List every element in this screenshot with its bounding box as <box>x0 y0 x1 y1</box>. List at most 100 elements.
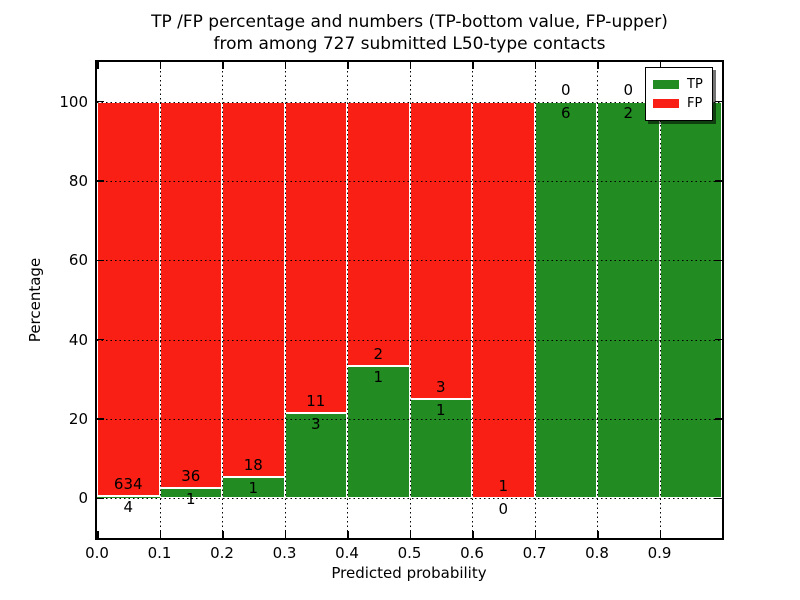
tick-mark <box>715 497 722 500</box>
tick-mark <box>472 62 474 69</box>
fp-count-label: 0 <box>623 80 634 99</box>
x-tick-label: 0.0 <box>85 544 109 562</box>
tick-mark <box>97 531 99 538</box>
tp-count-label: 1 <box>373 368 384 387</box>
tick-mark <box>97 497 104 500</box>
tick-mark <box>534 531 536 538</box>
fp-count-label: 36 <box>181 466 201 485</box>
tp-count-label: 3 <box>310 415 321 434</box>
x-tick-label: 0.6 <box>460 544 484 562</box>
y-tick-label: 60 <box>68 251 88 270</box>
fp-count-label: 0 <box>560 80 571 99</box>
tick-mark <box>159 62 161 69</box>
tick-mark <box>409 62 411 69</box>
tick-mark <box>159 531 161 538</box>
bar-segment-tp <box>97 495 160 499</box>
gridline-horizontal <box>97 339 722 341</box>
bar-segment-fp <box>284 101 347 414</box>
gridline-vertical <box>222 62 223 538</box>
tick-mark <box>597 62 599 69</box>
tick-mark <box>534 62 536 69</box>
gridline-vertical <box>534 62 536 538</box>
bar-segment-fp <box>97 101 160 496</box>
tick-mark <box>97 62 99 69</box>
bar-segment-tp <box>409 399 472 499</box>
tick-mark <box>222 62 224 69</box>
bar-segment-tp <box>534 101 597 499</box>
tp-count-label: 4 <box>123 497 134 516</box>
gridline-vertical <box>347 62 348 538</box>
tick-mark <box>715 259 722 262</box>
x-tick-label: 0.3 <box>272 544 297 562</box>
chart-title: TP /FP percentage and numbers (TP-bottom… <box>97 11 722 55</box>
x-tick-label: 0.1 <box>147 544 172 562</box>
chart-title-line1: TP /FP percentage and numbers (TP-bottom… <box>151 12 668 32</box>
x-axis-label: Predicted probability <box>331 564 487 582</box>
gridline-horizontal <box>97 260 722 262</box>
gridline-horizontal <box>97 181 722 182</box>
gridline-vertical <box>159 62 161 538</box>
x-tick-label: 0.7 <box>522 544 547 562</box>
y-tick-label: 100 <box>59 92 88 111</box>
tick-mark <box>284 62 286 69</box>
bar-segment-fp <box>409 101 472 400</box>
gridline-horizontal <box>97 498 722 500</box>
tick-mark <box>597 531 599 538</box>
y-tick-label: 20 <box>68 410 88 428</box>
tick-mark <box>409 531 411 538</box>
x-tick-label: 0.5 <box>397 544 422 562</box>
tick-mark <box>715 100 722 103</box>
bar-segment-tp <box>597 101 660 499</box>
tick-mark <box>715 418 722 420</box>
y-tick-label: 80 <box>68 172 88 190</box>
fp-count-label: 1 <box>498 477 509 496</box>
gridline-horizontal <box>97 101 722 103</box>
tick-mark <box>97 338 104 341</box>
y-axis-label: Percentage <box>26 257 44 343</box>
tp-count-label: 1 <box>185 489 196 508</box>
legend-label: FP <box>687 96 703 111</box>
bar-segment-tp <box>347 366 410 499</box>
legend-swatch-fp <box>653 99 679 108</box>
gridline-horizontal <box>97 419 722 420</box>
gridline-vertical <box>472 62 473 538</box>
tick-mark <box>347 62 349 69</box>
tick-mark <box>472 531 474 538</box>
fp-count-label: 11 <box>306 392 326 411</box>
gridline-vertical <box>284 62 286 538</box>
bar-segment-tp <box>284 413 347 499</box>
bar-segment-fp <box>472 101 535 499</box>
fp-count-label: 2 <box>373 345 384 364</box>
tick-mark <box>715 338 722 341</box>
fp-count-label: 18 <box>243 456 263 475</box>
tick-mark <box>715 180 722 182</box>
bar-segment-tp <box>659 101 722 499</box>
tick-mark <box>222 531 224 538</box>
tick-mark <box>97 180 104 182</box>
bar-segment-fp <box>159 101 222 488</box>
tp-count-label: 6 <box>560 103 571 122</box>
tick-mark <box>284 531 286 538</box>
tick-mark <box>659 531 661 538</box>
bar-segment-fp <box>222 101 285 478</box>
gridline-vertical <box>409 62 411 538</box>
legend-item: FP <box>653 95 705 112</box>
tp-count-label: 1 <box>435 401 446 420</box>
tick-mark <box>97 259 104 262</box>
tp-count-label: 1 <box>248 479 259 498</box>
x-tick-label: 0.2 <box>210 544 234 562</box>
tick-mark <box>659 62 661 69</box>
tick-mark <box>97 418 104 420</box>
legend: TP FP <box>645 67 713 121</box>
x-tick-label: 0.4 <box>335 544 359 562</box>
gridline-vertical <box>597 62 598 538</box>
y-tick-label: 40 <box>68 330 88 349</box>
fp-count-label: 3 <box>435 378 446 397</box>
chart-title-line2: from among 727 submitted L50-type contac… <box>213 34 606 54</box>
gridline-vertical <box>659 62 661 538</box>
fp-count-label: 634 <box>113 474 143 493</box>
x-tick-label: 0.8 <box>585 544 609 562</box>
legend-swatch-tp <box>653 80 679 89</box>
